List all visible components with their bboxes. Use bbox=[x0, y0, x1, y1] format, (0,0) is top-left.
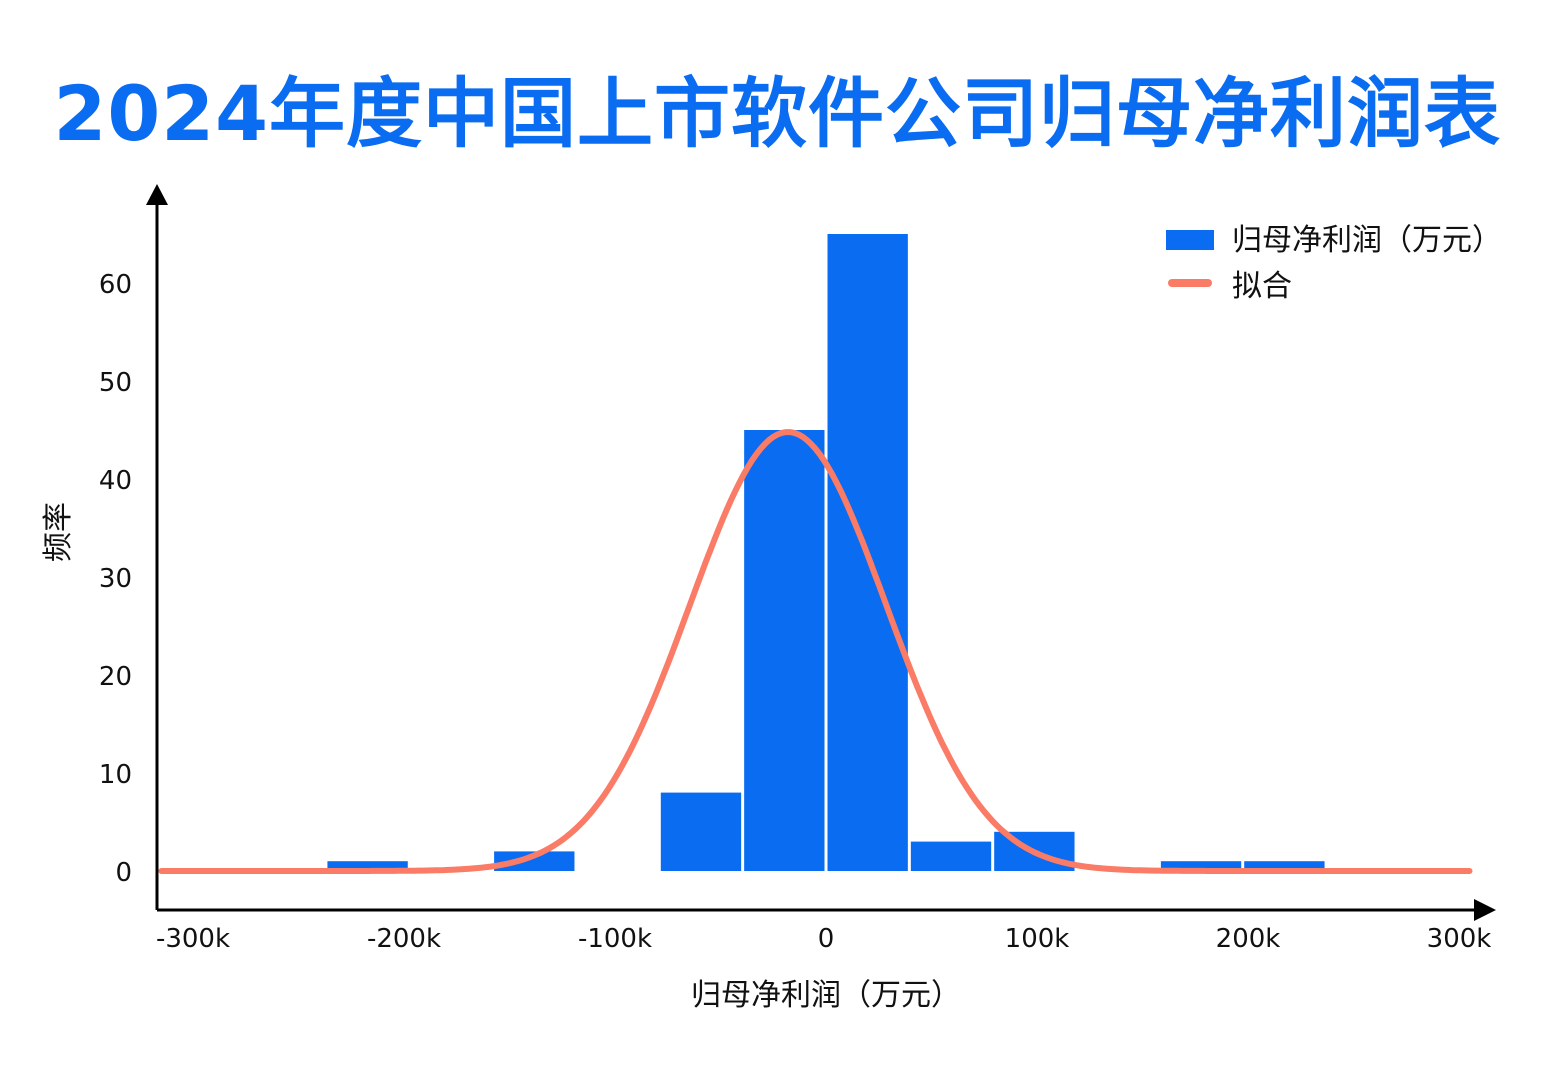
x-tick-label: -200k bbox=[367, 924, 441, 954]
y-tick-label: 50 bbox=[99, 368, 132, 398]
x-tick-label: -300k bbox=[156, 924, 230, 954]
legend-label-bars: 归母净利润（万元） bbox=[1232, 223, 1502, 258]
x-tick-label: 300k bbox=[1427, 924, 1492, 954]
y-tick-label: 40 bbox=[99, 466, 132, 496]
y-tick-label: 60 bbox=[99, 270, 132, 300]
chart-title: 2024年度中国上市软件公司归母净利润表 bbox=[53, 69, 1501, 158]
x-tick-label: 200k bbox=[1216, 924, 1281, 954]
y-tick-label: 0 bbox=[115, 858, 132, 888]
y-tick-label: 10 bbox=[99, 760, 132, 790]
x-axis-arrow-icon bbox=[1474, 899, 1496, 921]
y-tick-label: 20 bbox=[99, 662, 132, 692]
x-tick-label: -100k bbox=[578, 924, 652, 954]
histogram-bar bbox=[660, 792, 742, 871]
legend-swatch-bars bbox=[1166, 230, 1214, 250]
x-axis-label: 归母净利润（万元） bbox=[691, 978, 961, 1013]
histogram-bar bbox=[1244, 861, 1325, 871]
histogram-bar bbox=[494, 851, 575, 871]
fit-curve bbox=[158, 429, 1473, 874]
y-axis-arrow-icon bbox=[146, 184, 168, 205]
histogram-bar bbox=[1160, 861, 1242, 871]
legend-label-fit: 拟合 bbox=[1232, 269, 1292, 304]
histogram-bar bbox=[327, 861, 408, 871]
y-tick-label: 30 bbox=[99, 564, 132, 594]
histogram-bar bbox=[910, 841, 992, 871]
y-axis-label: 频率 bbox=[41, 502, 76, 562]
histogram-bar bbox=[744, 430, 825, 871]
x-tick-label: 0 bbox=[818, 924, 835, 954]
x-tick-label: 100k bbox=[1005, 924, 1070, 954]
